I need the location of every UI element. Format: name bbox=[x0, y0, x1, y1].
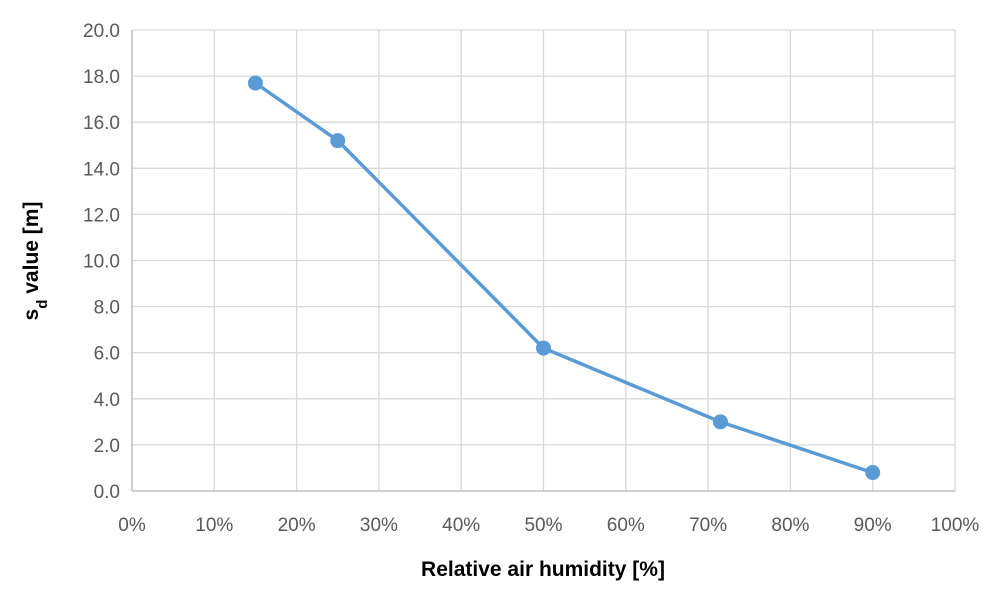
series-line bbox=[254, 81, 874, 475]
y-tick-label: 4.0 bbox=[94, 390, 120, 411]
y-tick-label: 0.0 bbox=[94, 482, 120, 503]
tick-labels: 0.0 2.0 4.0 6.0 8.0 10.0 12.0 14.0 16.0 18.0 20.0 0… bbox=[83, 21, 979, 536]
x-tick-label: 0% bbox=[118, 515, 146, 536]
y-tick-label: 12.0 bbox=[83, 205, 120, 226]
y-tick-label: 18.0 bbox=[83, 67, 120, 88]
data-point bbox=[712, 414, 728, 430]
x-tick-label: 50% bbox=[524, 515, 562, 536]
y-tick-label: 20.0 bbox=[83, 21, 120, 42]
y-axis-title-main: s bbox=[20, 309, 43, 321]
x-tick-label: 100% bbox=[931, 515, 980, 536]
x-tick-label: 40% bbox=[442, 515, 480, 536]
x-axis-title: Relative air humidity [%] bbox=[421, 558, 665, 581]
x-tick-label: 70% bbox=[689, 515, 727, 536]
grid-lines bbox=[132, 29, 956, 491]
y-tick-label: 6.0 bbox=[94, 344, 120, 365]
data-point bbox=[865, 465, 881, 481]
y-axis-title: sd value [m] bbox=[20, 202, 51, 321]
data-point bbox=[247, 75, 263, 91]
y-tick-label: 2.0 bbox=[94, 436, 120, 457]
y-axis-title-suffix: value [m] bbox=[20, 202, 43, 300]
x-tick-label: 90% bbox=[854, 515, 892, 536]
data-point bbox=[330, 133, 346, 149]
data-series bbox=[247, 75, 881, 481]
data-point bbox=[536, 340, 551, 356]
y-tick-label: 14.0 bbox=[83, 159, 120, 180]
x-tick-label: 20% bbox=[278, 515, 316, 536]
y-tick-label: 10.0 bbox=[83, 252, 120, 273]
x-tick-label: 10% bbox=[195, 515, 233, 536]
axes bbox=[131, 30, 955, 492]
y-axis-title-subscript: d bbox=[34, 300, 51, 309]
x-tick-label: 30% bbox=[360, 515, 398, 536]
x-tick-label: 60% bbox=[607, 515, 645, 536]
y-tick-label: 8.0 bbox=[94, 298, 120, 319]
y-tick-label: 16.0 bbox=[83, 113, 120, 134]
x-tick-label: 80% bbox=[771, 515, 809, 536]
